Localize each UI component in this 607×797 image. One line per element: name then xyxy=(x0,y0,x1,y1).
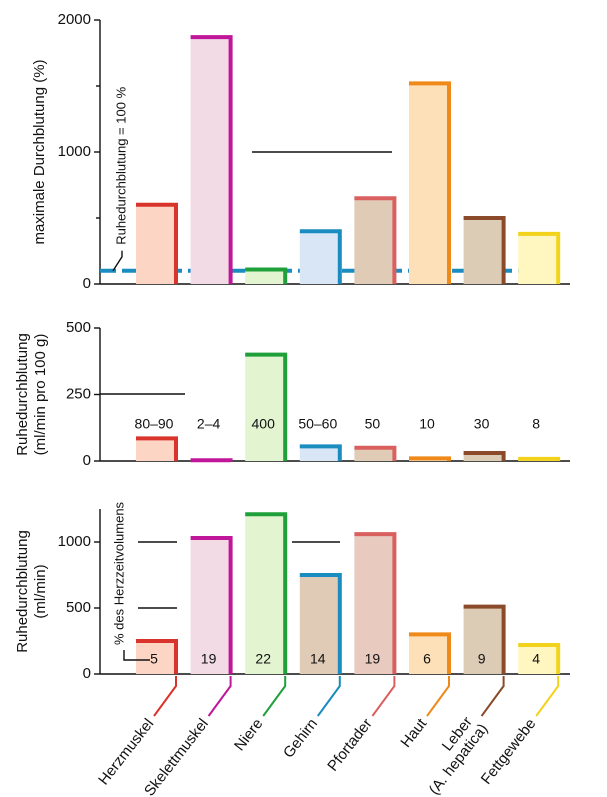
bar-edge xyxy=(518,642,561,674)
value-label: 8 xyxy=(532,416,540,432)
category-leader xyxy=(371,676,396,717)
y-tick-label: 0 xyxy=(83,452,91,469)
bar-edge xyxy=(136,639,178,674)
category-leader xyxy=(480,676,505,717)
value-label: 10 xyxy=(419,416,435,432)
bar-edge xyxy=(245,512,288,674)
y-tick-label: 500 xyxy=(66,599,91,616)
bar xyxy=(354,198,395,284)
bar-edge xyxy=(463,216,506,284)
value-label: 50–60 xyxy=(298,416,337,432)
bar-edge xyxy=(299,444,342,461)
y-tick-label: 0 xyxy=(83,665,91,682)
x-tick-label: Haut xyxy=(397,715,430,751)
bar xyxy=(136,641,176,674)
bar-edge xyxy=(409,456,451,461)
y-tick-label: 250 xyxy=(66,385,91,402)
y-tick-label: 0 xyxy=(83,275,91,292)
bar xyxy=(245,269,286,284)
percent-label: 9 xyxy=(478,651,486,667)
y-axis-title: Ruhedurchblutung xyxy=(14,530,31,653)
bar xyxy=(136,438,176,461)
bar xyxy=(299,575,340,674)
bar xyxy=(463,218,504,284)
bar xyxy=(518,644,559,674)
bar-edge xyxy=(245,267,288,284)
bar-edge xyxy=(518,231,561,284)
bar xyxy=(245,514,286,674)
category-leader xyxy=(153,676,177,717)
x-tick-label: Pfortader xyxy=(324,715,375,774)
category-leader xyxy=(316,676,341,717)
bar-edge xyxy=(409,632,451,674)
value-label: 2–4 xyxy=(197,416,221,432)
bar-edge xyxy=(463,451,506,461)
percent-label: 6 xyxy=(423,651,431,667)
percent-label: 22 xyxy=(255,651,271,667)
bar xyxy=(190,538,231,674)
bar-edge xyxy=(190,458,233,463)
bar xyxy=(463,606,504,674)
bar xyxy=(299,231,340,284)
bar-edge xyxy=(409,81,451,284)
value-label: 400 xyxy=(252,416,276,432)
bar-edge xyxy=(354,196,397,284)
bar-edge xyxy=(463,604,506,674)
y-tick-label: 2000 xyxy=(58,11,91,28)
bar-edge xyxy=(299,573,342,674)
annotation-leader xyxy=(112,250,123,272)
category-leader xyxy=(535,676,560,717)
bar-edge xyxy=(299,229,342,284)
bar xyxy=(299,446,340,461)
x-tick-label: Herzmuskel xyxy=(95,715,157,788)
bar xyxy=(409,634,449,674)
y-axis-title: Ruhedurchblutung xyxy=(14,333,31,456)
bar xyxy=(190,37,231,284)
value-label: 80–90 xyxy=(135,416,174,432)
y-tick-label: 1000 xyxy=(58,533,91,550)
bar xyxy=(136,204,176,284)
y-axis-title: maximale Durchblutung (%) xyxy=(31,59,48,244)
category-leader xyxy=(262,676,287,717)
bar-edge xyxy=(245,352,288,461)
percent-annotation: % des Herzzeitvolumens xyxy=(111,501,126,645)
bar xyxy=(463,453,504,461)
bar xyxy=(354,534,395,674)
percent-label: 19 xyxy=(365,651,381,667)
percent-label: 19 xyxy=(201,651,217,667)
y-axis-title: (ml/min) xyxy=(32,564,49,618)
bar xyxy=(245,354,286,461)
bar-edge xyxy=(354,532,397,674)
category-leader xyxy=(207,676,232,717)
y-axis-title: (ml/min pro 100 g) xyxy=(32,334,49,456)
percent-label: 5 xyxy=(150,651,158,667)
y-tick-label: 1000 xyxy=(58,143,91,160)
x-tick-label: Niere xyxy=(231,715,266,754)
bar-edge xyxy=(190,536,233,674)
bar xyxy=(409,83,449,284)
bar-edge xyxy=(354,445,397,461)
value-label: 50 xyxy=(365,416,381,432)
reference-label: Ruhedurchblutung = 100 % xyxy=(113,86,128,244)
percent-label: 4 xyxy=(532,651,540,667)
percent-label: 14 xyxy=(310,651,326,667)
x-tick-label: Gehirn xyxy=(280,715,321,761)
bar xyxy=(518,233,559,284)
annotation-leader xyxy=(123,650,150,661)
x-tick-label: Fettgewebe xyxy=(478,715,540,787)
y-tick-label: 500 xyxy=(66,319,91,336)
bar-edge xyxy=(136,202,178,284)
value-label: 30 xyxy=(474,416,490,432)
bar xyxy=(354,447,395,461)
bar-edge xyxy=(190,35,233,284)
category-leader xyxy=(426,676,450,717)
bar-edge xyxy=(136,436,178,461)
bar-edge xyxy=(518,456,561,461)
